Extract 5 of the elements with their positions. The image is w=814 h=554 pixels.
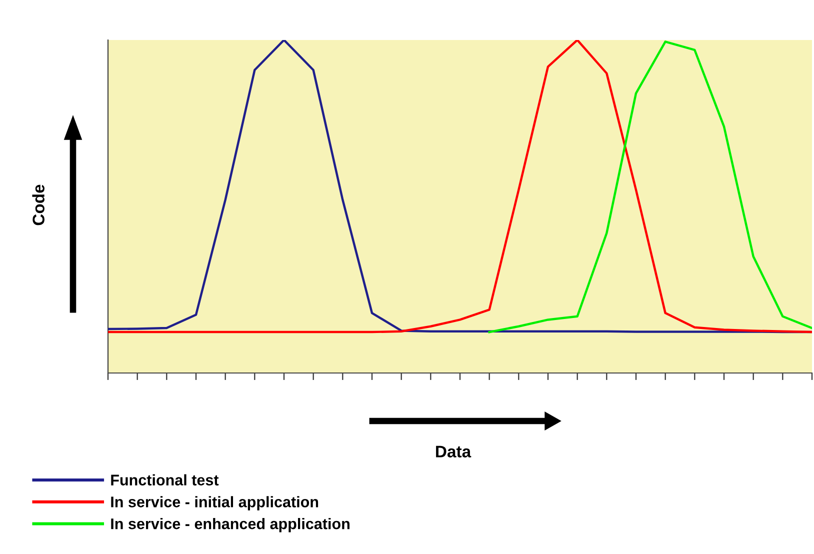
legend-label: In service - initial application (111, 496, 318, 510)
x-axis-title: Data (436, 446, 472, 458)
legend-label: In service - enhanced application (111, 518, 350, 532)
legend-label: Functional test (111, 474, 219, 486)
y-axis-title: Code (32, 184, 44, 226)
